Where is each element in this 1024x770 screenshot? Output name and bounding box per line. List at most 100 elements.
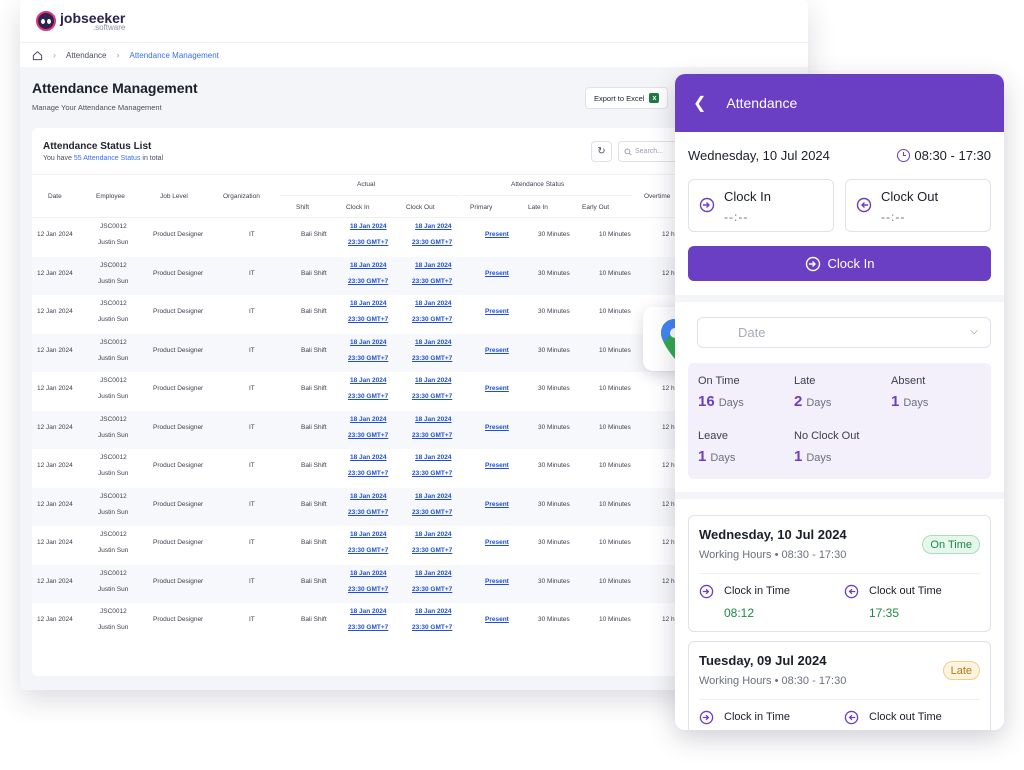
clock-in-date[interactable]: 18 Jan 2024 <box>350 223 387 230</box>
clock-out-time[interactable]: 23:30 GMT+7 <box>412 470 453 477</box>
col-organization[interactable]: Organization <box>223 193 260 200</box>
history-card[interactable]: Tuesday, 09 Jul 2024 Working Hours • 08:… <box>688 641 991 730</box>
table-row[interactable]: 12 Jan 2024 JSC0012 Justin Sun Product Desi… <box>32 449 792 487</box>
clock-out-date[interactable]: 18 Jan 2024 <box>415 415 452 423</box>
clock-in-label: Clock In <box>724 189 771 204</box>
clock-out-time[interactable]: 23:30 GMT+7 <box>412 277 453 285</box>
clock-in-time[interactable]: 23:30 GMT+7 <box>348 431 389 439</box>
primary-status[interactable]: Present <box>485 423 509 431</box>
clock-out-date[interactable]: 18 Jan 2024 <box>415 531 452 538</box>
primary-status[interactable]: Present <box>485 346 509 354</box>
clock-in-date[interactable]: 18 Jan 2024 <box>350 531 387 538</box>
col-late-in[interactable]: Late In <box>528 204 548 211</box>
clock-out-date[interactable]: 18 Jan 2024 <box>415 261 452 269</box>
col-clock-in[interactable]: Clock In <box>346 204 370 211</box>
table-row[interactable]: 12 Jan 2024 JSC0012 Justin Sun Product Desi… <box>32 487 792 526</box>
clock-in-date[interactable]: 18 Jan 2024 <box>350 415 387 423</box>
panel-header: ❮ Attendance <box>675 74 1004 132</box>
clock-out-date[interactable]: 18 Jan 2024 <box>415 569 452 577</box>
early-out: 10 Minutes <box>599 577 631 585</box>
clock-out-date[interactable]: 18 Jan 2024 <box>415 223 452 230</box>
primary-status[interactable]: Present <box>485 577 509 585</box>
clock-out-date[interactable]: 18 Jan 2024 <box>415 454 452 461</box>
col-shift[interactable]: Shift <box>296 204 310 211</box>
clock-out-time[interactable]: 23:30 GMT+7 <box>412 624 453 631</box>
clock-out-date[interactable]: 18 Jan 2024 <box>415 338 452 346</box>
clock-out-time[interactable]: 23:30 GMT+7 <box>412 431 453 439</box>
clock-out-time[interactable]: 23:30 GMT+7 <box>412 508 453 516</box>
breadcrumb-attendance[interactable]: Attendance <box>66 50 107 60</box>
primary-status[interactable]: Present <box>485 539 509 546</box>
primary-status[interactable]: Present <box>485 616 509 623</box>
clock-in-time[interactable]: 23:30 GMT+7 <box>348 547 389 554</box>
export-excel-button[interactable]: Export to Excel x <box>585 87 669 109</box>
shift: Bali Shift <box>301 577 327 585</box>
summary-count-link[interactable]: 55 Attendance Status <box>73 155 141 162</box>
clock-in-time[interactable]: 23:30 GMT+7 <box>348 585 389 593</box>
clock-out-date[interactable]: 18 Jan 2024 <box>415 608 452 615</box>
logo[interactable]: jobseeker .software <box>60 11 125 32</box>
col-early-out[interactable]: Early Out <box>582 204 610 211</box>
col-primary[interactable]: Primary <box>470 204 493 211</box>
clock-in-box: Clock In --:-- <box>688 179 834 232</box>
primary-status[interactable]: Present <box>485 462 509 469</box>
back-arrow-icon[interactable]: ❮ <box>693 95 707 112</box>
col-overtime[interactable]: Overtime <box>644 193 671 200</box>
primary-status[interactable]: Present <box>485 385 509 392</box>
clock-in-date[interactable]: 18 Jan 2024 <box>350 492 387 500</box>
clock-in-time[interactable]: 23:30 GMT+7 <box>348 277 389 285</box>
clock-out-date[interactable]: 18 Jan 2024 <box>415 492 452 500</box>
date-select[interactable]: Date ⌵ <box>697 317 991 348</box>
clock-in-date[interactable]: 18 Jan 2024 <box>350 338 387 346</box>
history-card[interactable]: Wednesday, 10 Jul 2024 Working Hours • 0… <box>688 515 991 632</box>
home-icon[interactable] <box>32 50 43 61</box>
clock-in-date[interactable]: 18 Jan 2024 <box>350 454 387 461</box>
clock-in-date[interactable]: 18 Jan 2024 <box>350 569 387 577</box>
clock-in-time[interactable]: 23:30 GMT+7 <box>348 354 389 362</box>
employee-name: Justin Sun <box>98 508 129 516</box>
table-row[interactable]: 12 Jan 2024 JSC0012 Justin Sun Product Desi… <box>32 410 792 449</box>
col-job-level[interactable]: Job Level <box>160 193 188 200</box>
working-hours: Working Hours • 08:30 - 17:30 <box>699 549 847 561</box>
row-date: 12 Jan 2024 <box>37 269 73 277</box>
clock-out-date[interactable]: 18 Jan 2024 <box>415 300 452 307</box>
col-employee[interactable]: Employee <box>96 193 125 200</box>
table-row[interactable]: 12 Jan 2024 JSC0012 Justin Sun Product Desi… <box>32 256 792 295</box>
clock-in-time[interactable]: 23:30 GMT+7 <box>348 316 389 323</box>
table-row[interactable]: 12 Jan 2024 JSC0012 Justin Sun Product Desi… <box>32 218 792 256</box>
clock-out-time[interactable]: 23:30 GMT+7 <box>412 316 453 323</box>
organization: IT <box>249 308 255 315</box>
clock-in-button[interactable]: Clock In <box>688 246 991 281</box>
early-out: 10 Minutes <box>599 385 631 392</box>
clock-out-time[interactable]: 23:30 GMT+7 <box>412 393 453 400</box>
primary-status[interactable]: Present <box>485 500 509 508</box>
clock-out-time[interactable]: 23:30 GMT+7 <box>412 239 453 246</box>
employee-id: JSC0012 <box>100 338 127 346</box>
table-row[interactable]: 12 Jan 2024 JSC0012 Justin Sun Product Desi… <box>32 372 792 410</box>
clock-out-time[interactable]: 23:30 GMT+7 <box>412 585 453 593</box>
col-date[interactable]: Date <box>48 193 62 200</box>
clock-in-time[interactable]: 23:30 GMT+7 <box>348 624 389 631</box>
clock-in-date[interactable]: 18 Jan 2024 <box>350 608 387 615</box>
early-out: 10 Minutes <box>599 462 631 469</box>
clock-in-time[interactable]: 23:30 GMT+7 <box>348 239 389 246</box>
table-row[interactable]: 12 Jan 2024 JSC0012 Justin Sun Product Desi… <box>32 564 792 603</box>
table-row[interactable]: 12 Jan 2024 JSC0012 Justin Sun Product Desi… <box>32 295 792 333</box>
clock-in-time[interactable]: 23:30 GMT+7 <box>348 470 389 477</box>
col-clock-out[interactable]: Clock Out <box>406 204 435 211</box>
clock-out-date[interactable]: 18 Jan 2024 <box>415 377 452 384</box>
clock-in-date[interactable]: 18 Jan 2024 <box>350 261 387 269</box>
clock-in-time[interactable]: 23:30 GMT+7 <box>348 508 389 516</box>
clock-in-time[interactable]: 23:30 GMT+7 <box>348 393 389 400</box>
clock-in-date[interactable]: 18 Jan 2024 <box>350 300 387 307</box>
clock-out-time[interactable]: 23:30 GMT+7 <box>412 547 453 554</box>
primary-status[interactable]: Present <box>485 231 509 238</box>
clock-out-time[interactable]: 23:30 GMT+7 <box>412 354 453 362</box>
table-row[interactable]: 12 Jan 2024 JSC0012 Justin Sun Product Desi… <box>32 526 792 564</box>
refresh-button[interactable]: ↻ <box>591 141 612 162</box>
job-level: Product Designer <box>153 269 204 277</box>
primary-status[interactable]: Present <box>485 269 509 277</box>
clock-in-date[interactable]: 18 Jan 2024 <box>350 377 387 384</box>
primary-status[interactable]: Present <box>485 308 509 315</box>
table-row[interactable]: 12 Jan 2024 JSC0012 Justin Sun Product Desi… <box>32 603 792 641</box>
